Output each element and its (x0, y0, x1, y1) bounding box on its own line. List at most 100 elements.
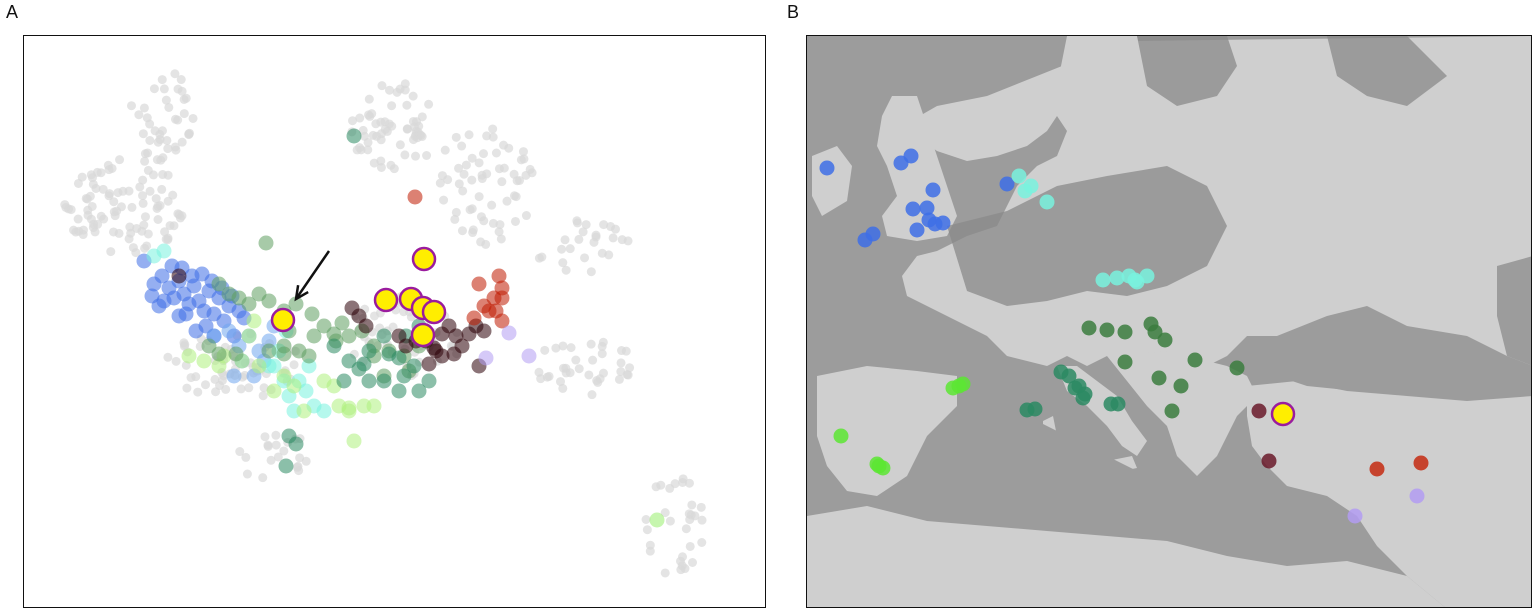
data-point (288, 436, 304, 452)
background-point (115, 155, 125, 165)
background-point (260, 432, 270, 442)
background-point (677, 561, 687, 571)
background-point (81, 193, 91, 203)
data-point (261, 343, 277, 359)
background-point (126, 228, 136, 238)
background-point (616, 346, 626, 356)
background-point (623, 370, 633, 380)
annotation-arrow-head (294, 284, 309, 302)
background-point (138, 191, 148, 201)
background-point (402, 100, 412, 110)
background-point (215, 381, 225, 391)
background-point (114, 228, 124, 238)
map-series-5 (1251, 403, 1277, 469)
panel-a-label: A (6, 2, 19, 22)
background-point (145, 135, 155, 145)
map-panel (806, 35, 1532, 608)
map-point (1117, 324, 1133, 340)
data-point (376, 373, 392, 389)
background-point (69, 225, 79, 235)
map-point (893, 155, 909, 171)
embedding-scatter-plot (60, 69, 707, 578)
data-point (316, 373, 332, 389)
data-point (341, 353, 357, 369)
map-point (1129, 274, 1145, 290)
background-point (571, 355, 581, 365)
map-point (921, 212, 937, 228)
background-point (581, 220, 591, 230)
background-point (363, 145, 373, 155)
background-point (387, 101, 397, 111)
background-point (623, 236, 633, 246)
background-point (439, 195, 449, 205)
background-point (491, 148, 501, 158)
map-point (1164, 403, 1180, 419)
background-point (656, 480, 666, 490)
background-point (454, 163, 464, 173)
background-point (173, 209, 183, 219)
data-point (241, 296, 257, 312)
data-point (171, 268, 187, 284)
background-point (451, 207, 461, 217)
map-point (1023, 178, 1039, 194)
data-point (266, 383, 282, 399)
data-point (501, 325, 517, 341)
background-point (171, 356, 181, 366)
background-point (263, 441, 273, 451)
background-point (561, 265, 571, 275)
background-point (78, 225, 88, 235)
background-point (665, 516, 675, 526)
data-point (478, 350, 494, 366)
data-point (286, 378, 302, 394)
lowland-region (1137, 36, 1237, 106)
map-point (935, 215, 951, 231)
data-point (154, 268, 170, 284)
background-point (403, 124, 413, 134)
background-point (153, 201, 163, 211)
map-point (833, 428, 849, 444)
data-point (316, 403, 332, 419)
background-point (235, 447, 245, 457)
map-point (999, 176, 1015, 192)
background-point (177, 137, 187, 147)
data-point (391, 383, 407, 399)
background-point (170, 142, 180, 152)
background-point (611, 224, 621, 234)
background-point (266, 455, 276, 465)
background-point (593, 377, 603, 387)
land-mass (1057, 36, 1147, 136)
background-point (184, 129, 194, 139)
background-point (560, 235, 570, 245)
europe-map-plot (807, 36, 1531, 607)
background-point (93, 219, 103, 229)
background-point (348, 116, 358, 126)
background-point (153, 215, 163, 225)
map-point (925, 182, 941, 198)
map-point (1077, 386, 1093, 402)
map-point (1011, 168, 1027, 184)
map-point (1151, 370, 1167, 386)
background-point (127, 202, 137, 212)
data-point (181, 348, 197, 364)
background-point (588, 355, 598, 365)
map-point (1173, 378, 1189, 394)
background-point (518, 147, 528, 157)
background-point (451, 132, 461, 142)
map-point (1147, 324, 1163, 340)
data-point (391, 350, 407, 366)
background-point (681, 524, 691, 534)
background-point (464, 130, 474, 140)
data-point (396, 368, 412, 384)
data-point (476, 323, 492, 339)
data-point (196, 353, 212, 369)
background-point (551, 343, 561, 353)
land-mass (877, 96, 957, 241)
data-point (301, 348, 317, 364)
data-point (346, 433, 362, 449)
background-point (145, 186, 155, 196)
caspian-sea (1497, 256, 1531, 366)
map-point (1081, 320, 1097, 336)
map-point (1117, 354, 1133, 370)
background-point (134, 110, 144, 120)
data-point (336, 373, 352, 389)
